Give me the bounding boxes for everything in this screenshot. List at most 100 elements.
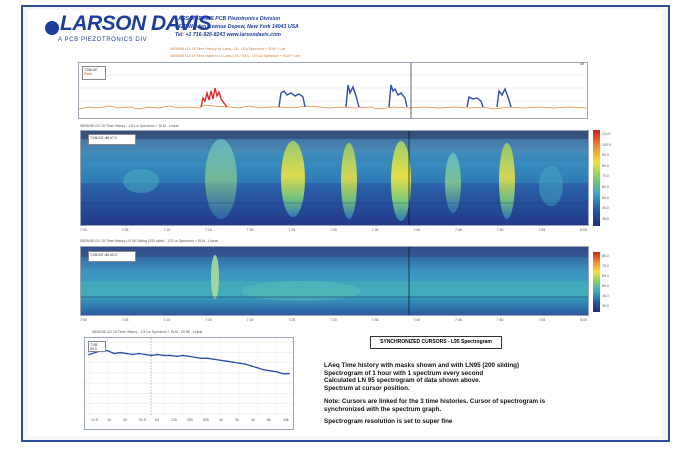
spectrum-x-tick: 125 — [171, 418, 177, 422]
time-tick-label: 7:35 — [371, 318, 379, 322]
spectrum-point — [106, 349, 109, 352]
spectrum-point — [263, 369, 265, 371]
time-tick-label: 7:20 — [246, 318, 254, 322]
time-tick-label: 7:10 — [163, 228, 171, 232]
time-tick-label: 7:05 — [121, 318, 129, 322]
spectrum-chart — [85, 338, 293, 416]
spectrogram-1 — [80, 130, 589, 226]
spectrum-point — [169, 354, 172, 357]
history-legend: T1/B/1/E Peak — [82, 66, 106, 80]
spectrum-point — [250, 365, 253, 367]
spectrum-point — [231, 361, 234, 363]
spectrogram1-title: 08/05/08 LD/ 15 Time History - 1/3 Lw Sp… — [80, 124, 179, 128]
time-tick-label: 7:00 — [80, 228, 87, 232]
spectrum-point — [275, 370, 278, 373]
time-tick-label: 7:05 — [121, 228, 129, 232]
time-tick-label: 7:50 — [496, 318, 504, 322]
time-axis-1: 7:00 7:05 7:10 7:15 7:20 7:25 7:30 7:35 7:40 7:45… — [80, 228, 589, 234]
spectrum-point — [281, 372, 284, 375]
spectrum-x-tick: 2k — [235, 418, 239, 422]
time-tick-label: 7:00 — [80, 318, 87, 322]
brand-logo: LARSON DAVIS — [60, 12, 212, 35]
masked-event-blue-1 — [278, 90, 306, 108]
laeq-history-line — [78, 104, 588, 110]
time-history-panel — [78, 62, 588, 119]
spectrogram2-legend: T1/B/1/E dB 60.0 — [88, 251, 136, 262]
spectrogram-1-image — [81, 131, 588, 225]
time-tick-label: 7:45 — [455, 228, 462, 232]
spectrum-x-tick: 20k — [283, 418, 289, 422]
spectrum-x-tick: 31.5 — [139, 418, 146, 422]
spectrum-point — [163, 354, 165, 357]
spectrogram2-title: 08/05/08 LD/ 15 Time History LN 95 Slidi… — [80, 239, 218, 243]
time-tick-label: 7:25 — [288, 318, 296, 322]
colorbar-2-labels: 85.0 75.0 65.0 55.0 45.0 35.0 — [602, 254, 609, 308]
time-tick-label: 7:25 — [288, 228, 296, 232]
notes-block: LAeq Time history with masks shown and w… — [324, 362, 546, 426]
spectrum-point — [113, 352, 115, 355]
spectrum-point — [269, 370, 272, 372]
report-title-2: 08/05/08 LD/ 15 Time Make to Lr Laeq ( 1… — [170, 54, 301, 58]
time-tick-label: 7:45 — [455, 318, 462, 322]
spectrum-x-tick: 12.5 — [91, 418, 98, 422]
time-tick-label: 7:35 — [371, 228, 379, 232]
spectrum-point — [88, 353, 90, 356]
time-tick-label: 7:30 — [330, 228, 337, 232]
spectrum-point — [188, 355, 190, 358]
masked-event-blue-3 — [388, 84, 408, 108]
spectrum-legend: T1/B 60.0 — [88, 341, 106, 352]
spectrum-x-tick: 63 — [155, 418, 159, 422]
spectrum-line — [88, 349, 289, 375]
time-tick-label: 7:55 — [538, 228, 546, 232]
spectrum-point — [144, 353, 147, 356]
spectrum-x-tick: 4k — [251, 418, 255, 422]
colorbar-1 — [593, 130, 600, 226]
spectrum-point — [119, 351, 122, 354]
time-tick-label: 7:40 — [413, 228, 421, 232]
spectrum-point — [125, 352, 128, 355]
spectrogram1-legend: T1/B/1/E dB 67.0 — [88, 134, 136, 145]
masked-event-red — [200, 87, 228, 108]
time-history-plot — [78, 63, 588, 118]
brand-tagline: A PCB PIEZOTRONICS DIV — [58, 37, 148, 43]
y-axis-db-label: dB — [580, 62, 585, 66]
spectrum-x-tick: 16 — [107, 418, 111, 422]
time-tick-label: 7:15 — [205, 318, 212, 322]
spectrum-point — [156, 353, 159, 356]
spectrum-point — [213, 358, 215, 361]
time-tick-label: 7:30 — [330, 318, 337, 322]
spectrum-point — [175, 355, 178, 358]
header-address: 3425 Walden Avenue Depew, New York 14043… — [175, 24, 299, 30]
spectrum-point — [150, 354, 153, 357]
spectrogram-2-image — [81, 247, 588, 315]
spectrum-point — [288, 372, 290, 375]
time-tick-label: 7:50 — [496, 228, 504, 232]
time-tick-label: 7:40 — [413, 318, 421, 322]
masked-event-blue-2 — [345, 84, 360, 108]
masked-event-blue-5 — [496, 87, 512, 108]
spectrum-point — [256, 367, 259, 369]
colorbar-1-labels: 110.0 100.0 90.0 80.0 70.0 60.0 50.0 40.0 30.0 — [602, 132, 611, 221]
spectrum-point — [194, 356, 197, 359]
time-tick-label: 8:00 — [580, 228, 587, 232]
spectrum-point — [94, 351, 97, 354]
spectrum-point — [244, 363, 247, 365]
header-company: LARSON DAVIS PCB Piezotronics Division — [175, 16, 281, 22]
spectrum-panel: 12.5 16 20 31.5 63 125 250 500 1k 2k 4k 8k 20k — [84, 337, 294, 430]
spectrum-point — [206, 357, 209, 360]
colorbar-2 — [593, 252, 600, 312]
spectrum-point — [138, 352, 140, 355]
spectrum-point — [181, 354, 184, 357]
spectrum-x-axis: 12.5 16 20 31.5 63 125 250 500 1k 2k 4k 8k 20k — [85, 418, 293, 424]
spectrogram-2 — [80, 246, 589, 316]
masked-event-blue-4 — [466, 95, 484, 108]
time-tick-label: 7:20 — [246, 228, 254, 232]
time-tick-label: 7:15 — [205, 228, 212, 232]
time-tick-label: 7:10 — [163, 318, 171, 322]
header-contact: Tel: +1 716-926-8243 www.larsondavis.com — [175, 32, 281, 38]
logo-mark-icon — [45, 21, 59, 35]
spectrum-title: 08/05/08 LD/ 15 Time History - 1/3 Lw Sp… — [92, 330, 203, 334]
report-title-1: 08/05/08 LD/ 15 Time History for Laeq - … — [170, 47, 286, 51]
cursor-info-box: SYNCHRONIZED CURSORS - L95 Spectrogram — [370, 336, 502, 349]
spectrum-x-tick: 500 — [203, 418, 209, 422]
